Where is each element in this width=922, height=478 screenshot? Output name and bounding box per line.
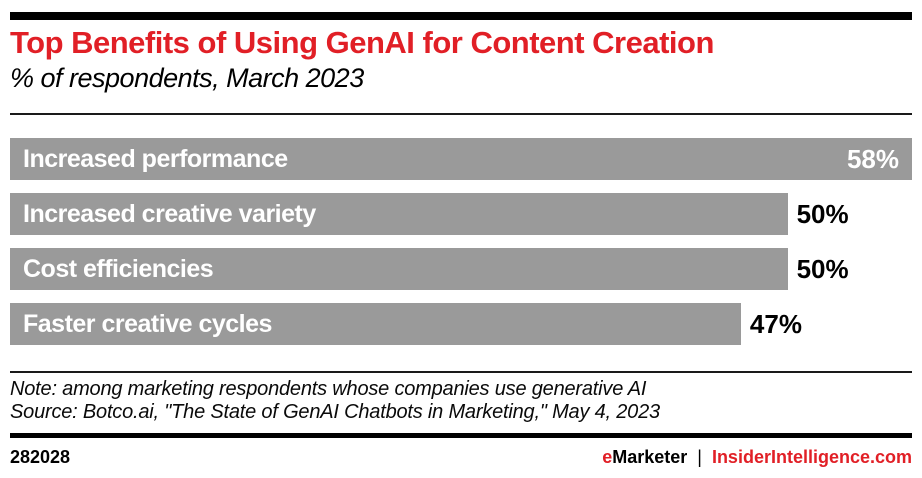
bar: Cost efficiencies xyxy=(10,248,788,291)
chart-subtitle: % of respondents, March 2023 xyxy=(10,63,364,94)
bar-category-label: Increased performance xyxy=(23,144,288,173)
bar-chart: Increased performance 58% Increased creati… xyxy=(10,138,912,346)
footnote-divider xyxy=(10,371,912,374)
bar-row: Faster creative cycles 47% xyxy=(10,303,912,346)
note-text: Note: among marketing respondents whose … xyxy=(10,378,647,401)
emarketer-logo-rest: Marketer xyxy=(612,447,688,468)
bar-row: Cost efficiencies 50% xyxy=(10,248,912,291)
bar: Increased creative variety xyxy=(10,193,788,236)
bar-category-label: Cost efficiencies xyxy=(23,254,214,283)
bar-value-label: 50% xyxy=(796,198,849,229)
chart-id: 282028 xyxy=(10,447,71,468)
bar-value-label: 47% xyxy=(749,308,802,339)
bar-category-label: Faster creative cycles xyxy=(23,309,272,338)
footer: 282028 eMarketer | InsiderIntelligence.c… xyxy=(10,447,912,468)
top-rule xyxy=(10,12,912,20)
bar: Increased performance 58% xyxy=(10,138,912,181)
bar-row: Increased performance 58% xyxy=(10,138,912,181)
emarketer-logo-e: e xyxy=(602,447,613,468)
chart-title: Top Benefits of Using GenAI for Content … xyxy=(10,25,714,60)
brand-line: eMarketer | InsiderIntelligence.com xyxy=(602,447,912,468)
bar-value-label: 58% xyxy=(846,143,899,174)
header-divider xyxy=(10,113,912,116)
insider-intelligence-link: InsiderIntelligence.com xyxy=(711,447,912,468)
footnote-block: Note: among marketing respondents whose … xyxy=(10,378,912,424)
bar: Faster creative cycles xyxy=(10,303,741,346)
source-text: Source: Botco.ai, "The State of GenAI Ch… xyxy=(10,401,660,424)
bar-value-label: 50% xyxy=(796,253,849,284)
footer-separator: | xyxy=(697,447,702,468)
bottom-rule xyxy=(10,433,912,439)
bar-row: Increased creative variety 50% xyxy=(10,193,912,236)
emarketer-logo: eMarketer xyxy=(602,447,687,468)
bar-category-label: Increased creative variety xyxy=(23,199,316,228)
